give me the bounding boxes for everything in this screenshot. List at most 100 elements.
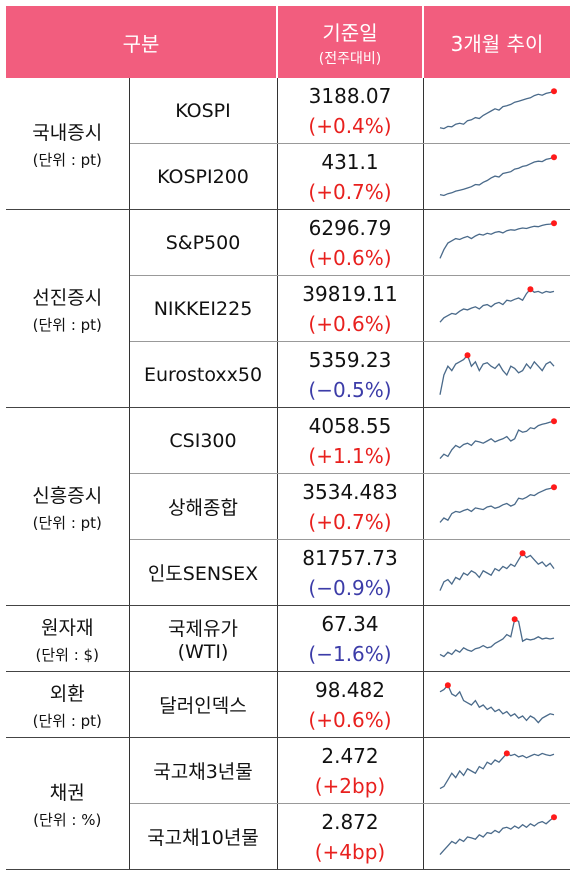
value-cell: 81757.73 (−0.9%) (277, 539, 424, 606)
table-row: 신흥증시 (단위 : pt) CSI300 4058.55 (+1.1%) (6, 407, 570, 606)
trend-cell (423, 275, 570, 342)
sparkline (439, 351, 555, 395)
sparkline-max-marker (444, 681, 451, 688)
sparkline-path (439, 617, 554, 657)
sparkline-path (439, 222, 554, 259)
item-name: 국제유가 (WTI) (129, 605, 278, 672)
group-name: 선진증시 (32, 286, 103, 309)
sparkline (439, 153, 557, 196)
trend-cell (423, 803, 570, 870)
value-cell: 3534.483 (+0.7%) (277, 473, 424, 540)
value: 2.472 (321, 743, 379, 768)
sparkline (439, 483, 557, 523)
item-name: 인도SENSEX (129, 539, 278, 606)
change: (+1.1%) (308, 443, 392, 468)
value-cell: 6296.79 (+0.6%) (277, 209, 424, 276)
trend-cell (423, 209, 570, 276)
sparkline-max-marker (527, 285, 534, 292)
sparkline-max-marker (550, 417, 557, 424)
change: (+0.6%) (308, 707, 392, 732)
group-cell: 국내증시 (단위 : pt) (6, 78, 130, 210)
value: 3534.483 (302, 479, 398, 504)
table-row: 인도SENSEX 81757.73 (−0.9%) (6, 539, 570, 606)
item-name: S&P500 (129, 209, 278, 276)
sparkline (439, 749, 554, 789)
group-unit: (단위 : pt) (32, 150, 102, 169)
item-name: Eurostoxx50 (129, 341, 278, 408)
table-row: 국내증시 (단위 : pt) KOSPI 3188.07 (+0.4%) (6, 78, 570, 210)
value-cell: 67.34 (−1.6%) (277, 605, 424, 672)
sparkline-max-marker (550, 813, 557, 820)
value: 4058.55 (308, 413, 392, 438)
change: (+0.4%) (308, 113, 392, 138)
value: 3188.07 (308, 83, 392, 108)
group-name: 채권 (49, 781, 85, 804)
sparkline-path (439, 287, 554, 323)
trend-cell (423, 605, 570, 672)
group-cell: 신흥증시 (단위 : pt) (6, 407, 130, 606)
sparkline-max-marker (550, 483, 557, 490)
table-row: 외환 (단위 : pt) 달러인덱스 98.482 (+0.6%) (6, 671, 570, 738)
item-name: KOSPI200 (129, 143, 278, 210)
group-unit: (단위 : %) (33, 810, 102, 829)
sparkline-path (439, 816, 555, 855)
item-name: 상해종합 (129, 473, 278, 540)
header-row: 구분 기준일 (전주대비) 3개월 추이 (6, 6, 570, 78)
sparkline-max-marker (550, 219, 557, 226)
trend-cell (423, 407, 570, 474)
change: (+0.7%) (308, 179, 392, 204)
sparkline (439, 417, 557, 459)
group-unit: (단위 : $) (35, 645, 99, 664)
sparkline-max-marker (511, 615, 518, 622)
change: (−0.9%) (308, 575, 392, 600)
item-name: 달러인덱스 (129, 671, 278, 738)
group-name: 원자재 (41, 616, 94, 639)
change: (−1.6%) (308, 641, 392, 666)
item-name: NIKKEI225 (129, 275, 278, 342)
trend-cell (423, 671, 570, 738)
group-cell: 선진증시 (단위 : pt) (6, 209, 130, 408)
header-category: 구분 (6, 6, 278, 78)
value-cell: 2.872 (+4bp) (277, 803, 424, 870)
change: (+4bp) (314, 839, 386, 864)
trend-cell (423, 473, 570, 540)
table-row: Eurostoxx50 5359.23 (−0.5%) (6, 341, 570, 408)
sparkline (439, 813, 557, 855)
value-cell: 2.472 (+2bp) (277, 737, 424, 804)
sparkline (439, 87, 557, 129)
sparkline-path (439, 90, 554, 129)
sparkline-path (439, 752, 554, 789)
value: 81757.73 (302, 545, 398, 570)
table-row: 선진증시 (단위 : pt) S&P500 6296.79 (+0.6%) (6, 209, 570, 408)
value-cell: 4058.55 (+1.1%) (277, 407, 424, 474)
group-unit: (단위 : pt) (32, 711, 102, 730)
trend-cell (423, 737, 570, 804)
value-cell: 3188.07 (+0.4%) (277, 78, 424, 144)
change: (+0.6%) (308, 311, 392, 336)
group-cell: 채권 (단위 : %) (6, 737, 130, 870)
sparkline (439, 681, 554, 724)
trend-cell (423, 539, 570, 606)
group-name: 외환 (49, 682, 85, 705)
table-row: 상해종합 3534.483 (+0.7%) (6, 473, 570, 540)
item-name: KOSPI (129, 78, 278, 144)
value: 67.34 (321, 611, 379, 636)
sparkline-max-marker (503, 749, 510, 756)
group-name: 신흥증시 (32, 484, 103, 507)
item-name: 국고채3년물 (129, 737, 278, 804)
header-trend: 3개월 추이 (423, 6, 570, 78)
value-cell: 431.1 (+0.7%) (277, 143, 424, 210)
sparkline-max-marker (519, 549, 526, 556)
sparkline-path (439, 420, 554, 459)
sparkline-path (439, 683, 554, 724)
value-cell: 98.482 (+0.6%) (277, 671, 424, 738)
change: (+0.6%) (308, 245, 392, 270)
value: 2.872 (321, 809, 379, 834)
sparkline (439, 219, 557, 259)
value: 98.482 (315, 677, 385, 702)
group-unit: (단위 : pt) (32, 315, 102, 334)
group-name: 국내증시 (32, 121, 103, 144)
trend-cell (423, 341, 570, 408)
table-row: 채권 (단위 : %) 국고채3년물 2.472 (+2bp) (6, 737, 570, 870)
